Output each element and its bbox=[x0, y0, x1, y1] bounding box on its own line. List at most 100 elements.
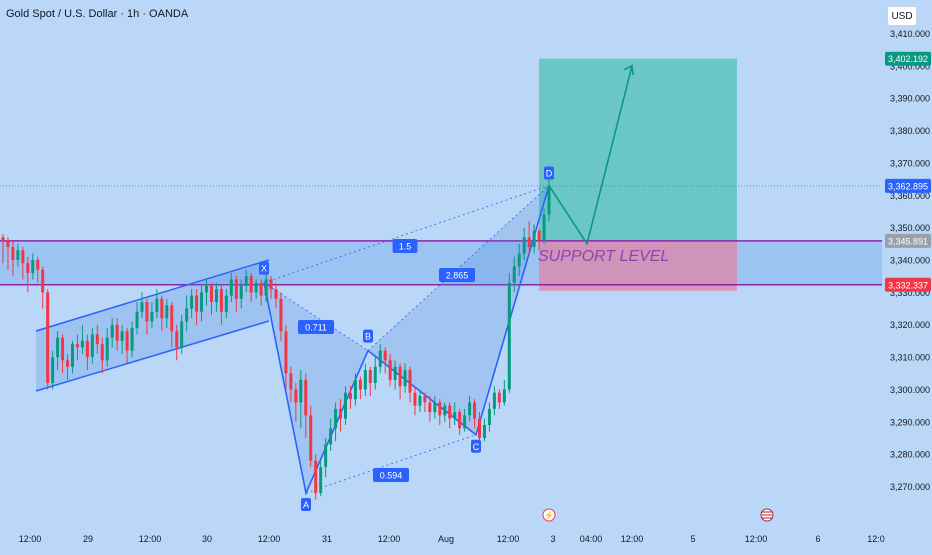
candle bbox=[125, 327, 129, 364]
pattern-point-c[interactable]: C bbox=[471, 439, 481, 453]
harmonic-pattern[interactable] bbox=[35, 185, 550, 496]
candle-body bbox=[95, 334, 99, 345]
candle-body bbox=[279, 298, 283, 332]
zone-layer: SUPPORT LEVEL bbox=[0, 58, 882, 291]
candle-body bbox=[269, 279, 273, 290]
candle bbox=[115, 318, 119, 351]
candle bbox=[527, 221, 531, 257]
price-tick-label: 3,310.000 bbox=[890, 353, 930, 363]
ratio-badge: 2.865 bbox=[439, 268, 475, 282]
candle bbox=[145, 298, 149, 335]
candle-body bbox=[259, 282, 263, 296]
currency-selector[interactable]: USD bbox=[887, 6, 917, 26]
candle bbox=[264, 272, 268, 303]
candle bbox=[443, 402, 447, 422]
pattern-point-label: B bbox=[365, 332, 371, 342]
target-zone bbox=[539, 58, 737, 241]
support-level-label: SUPPORT LEVEL bbox=[538, 248, 669, 265]
candle-body bbox=[537, 230, 541, 241]
candle bbox=[373, 357, 377, 390]
candle bbox=[26, 256, 30, 293]
pattern-point-x[interactable]: X bbox=[259, 261, 269, 275]
candle-body bbox=[393, 366, 397, 380]
time-tick-label: 12:00 bbox=[497, 534, 520, 544]
candle-body bbox=[254, 282, 258, 293]
candle-body bbox=[145, 302, 149, 322]
candle bbox=[497, 389, 501, 409]
candle bbox=[522, 227, 526, 260]
candle-body bbox=[180, 321, 184, 348]
candle-body bbox=[284, 331, 288, 374]
candle bbox=[120, 324, 124, 354]
candle-body bbox=[453, 412, 457, 419]
candle bbox=[299, 370, 303, 429]
candle-body bbox=[31, 260, 35, 273]
pattern-point-b[interactable]: B bbox=[363, 329, 373, 343]
price-tag: 3,362.895 bbox=[885, 178, 931, 193]
candle bbox=[105, 327, 109, 367]
candle-body bbox=[512, 266, 516, 283]
candle bbox=[170, 302, 174, 348]
candle bbox=[66, 353, 70, 380]
candle-body bbox=[135, 311, 139, 328]
candle bbox=[150, 302, 154, 328]
candle-body bbox=[140, 302, 144, 312]
candle bbox=[234, 276, 238, 312]
candle-body bbox=[274, 289, 278, 299]
pattern-point-d[interactable]: D bbox=[544, 166, 554, 180]
candle-body bbox=[348, 392, 352, 400]
candle bbox=[11, 240, 15, 277]
price-axis-background bbox=[882, 0, 932, 550]
candle bbox=[214, 282, 218, 312]
candle-body bbox=[56, 337, 60, 358]
candle-body bbox=[66, 360, 70, 367]
pattern-point-label: C bbox=[473, 442, 480, 452]
ratio-badge: 0.711 bbox=[298, 320, 334, 334]
candle-body bbox=[80, 340, 84, 348]
candle-body bbox=[110, 324, 114, 338]
candle bbox=[492, 386, 496, 416]
candle bbox=[155, 289, 159, 319]
price-tick-label: 3,330.000 bbox=[890, 288, 930, 298]
candle bbox=[185, 295, 189, 332]
time-tick-label: 12:0 bbox=[867, 534, 885, 544]
candle bbox=[36, 256, 40, 283]
pattern-point-badge bbox=[259, 261, 269, 275]
stop-loss-zone bbox=[539, 240, 737, 291]
candle-body bbox=[314, 460, 318, 494]
time-axis-background bbox=[0, 527, 932, 550]
candle-body bbox=[418, 395, 422, 406]
candle-body bbox=[368, 370, 372, 383]
candle bbox=[537, 227, 541, 251]
candle bbox=[304, 373, 308, 439]
candle bbox=[363, 363, 367, 396]
candle-body bbox=[304, 379, 308, 416]
candle-body bbox=[115, 324, 119, 341]
candle bbox=[482, 418, 486, 442]
candle bbox=[279, 292, 283, 341]
candle bbox=[324, 438, 328, 477]
candle-body bbox=[547, 185, 551, 215]
lightning-event-icon[interactable] bbox=[542, 508, 556, 522]
candle-body bbox=[61, 337, 65, 361]
candle bbox=[502, 379, 506, 406]
candle-body bbox=[339, 408, 343, 419]
price-tag: 3,332.337 bbox=[885, 277, 931, 292]
time-tick-label: Aug bbox=[438, 534, 454, 544]
candle-body bbox=[100, 344, 104, 361]
price-tick-label: 3,370.000 bbox=[890, 158, 930, 168]
ratio-badge-bg bbox=[392, 239, 418, 253]
candle bbox=[398, 363, 402, 400]
candle-body bbox=[334, 408, 338, 429]
candle bbox=[413, 386, 417, 416]
ratio-label: 0.711 bbox=[305, 323, 327, 333]
candle bbox=[423, 392, 427, 413]
ratio-badge: 1.5 bbox=[392, 239, 418, 253]
candle bbox=[463, 408, 467, 432]
time-tick-label: 31 bbox=[322, 534, 332, 544]
candle-body bbox=[383, 350, 387, 361]
price-tag-bg bbox=[885, 277, 931, 292]
pattern-point-a[interactable]: A bbox=[301, 498, 311, 512]
